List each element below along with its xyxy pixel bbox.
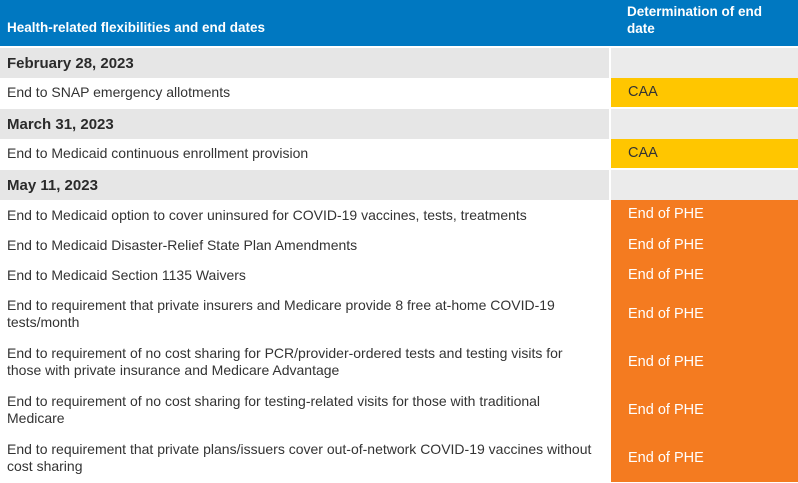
determination-badge: CAA (609, 78, 798, 108)
flexibility-label: End to Medicaid option to cover uninsure… (0, 200, 610, 230)
table-row: End to Medicaid Section 1135 Waivers End… (0, 259, 798, 290)
table-row: End to Medicaid option to cover uninsure… (0, 200, 798, 230)
header-determination: Determination of end date (610, 0, 798, 47)
table-row: End to Medicaid Disaster-Relief State Pl… (0, 229, 798, 260)
table-row: End to requirement that private plans/is… (0, 433, 798, 482)
header-flexibilities: Health-related flexibilities and end dat… (0, 0, 610, 47)
table-row: End to SNAP emergency allotments CAA (0, 78, 798, 108)
flexibility-label: End to Medicaid Section 1135 Waivers (0, 260, 610, 290)
flexibility-label: End to requirement of no cost sharing fo… (0, 386, 610, 434)
determination-badge: End of PHE (609, 337, 798, 386)
section-date: May 11, 2023 (0, 168, 610, 200)
flexibility-label: End to requirement that private plans/is… (0, 434, 610, 482)
section-row: May 11, 2023 (0, 168, 798, 200)
table-row: End to requirement that private insurers… (0, 289, 798, 338)
section-row: February 28, 2023 (0, 46, 798, 78)
section-date: February 28, 2023 (0, 46, 610, 78)
determination-badge: End of PHE (609, 289, 798, 338)
flexibility-label: End to SNAP emergency allotments (0, 78, 610, 108)
section-date: March 31, 2023 (0, 107, 610, 139)
determination-badge: End of PHE (609, 200, 798, 230)
table-row: End to requirement of no cost sharing fo… (0, 337, 798, 386)
determination-badge: End of PHE (609, 385, 798, 434)
determination-badge: CAA (609, 139, 798, 169)
determination-badge: End of PHE (609, 229, 798, 260)
section-row: March 31, 2023 (0, 107, 798, 139)
table-header-row: Health-related flexibilities and end dat… (0, 0, 798, 47)
section-blank-cell (609, 46, 798, 78)
table-row: End to requirement of no cost sharing fo… (0, 385, 798, 434)
table-row: End to Medicaid continuous enrollment pr… (0, 139, 798, 169)
determination-badge: End of PHE (609, 259, 798, 290)
section-blank-cell (609, 107, 798, 139)
flexibility-label: End to Medicaid continuous enrollment pr… (0, 139, 610, 169)
flexibility-label: End to Medicaid Disaster-Relief State Pl… (0, 230, 610, 260)
determination-badge: End of PHE (609, 433, 798, 482)
flexibility-label: End to requirement that private insurers… (0, 290, 610, 338)
flexibility-label: End to requirement of no cost sharing fo… (0, 338, 610, 386)
section-blank-cell (609, 168, 798, 200)
